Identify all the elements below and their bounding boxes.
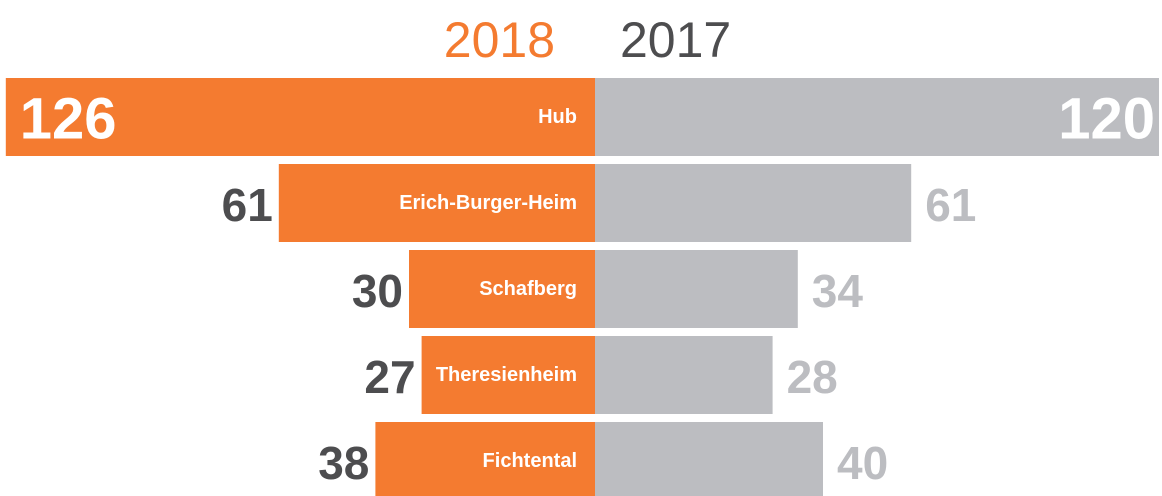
value-label-2018: 27 [364, 351, 415, 403]
bar-2018 [278, 164, 595, 242]
value-label-2017: 34 [812, 265, 864, 317]
bar-2018 [421, 336, 595, 414]
value-label-2017: 40 [837, 437, 888, 489]
value-label-2017: 28 [787, 351, 838, 403]
legend-2018: 2018 [444, 12, 555, 68]
bar-2018 [375, 422, 595, 496]
value-label-2018: 38 [318, 437, 369, 489]
category-label: Theresienheim [436, 364, 577, 386]
value-label-2018: 126 [20, 87, 117, 152]
value-label-2017: 120 [1058, 87, 1155, 152]
legend-2017: 2017 [620, 12, 731, 68]
bar-2017 [595, 336, 773, 414]
bar-2018 [5, 78, 596, 156]
category-label: Schafberg [479, 278, 577, 300]
category-label: Fichtental [483, 450, 577, 472]
value-label-2018: 61 [222, 179, 273, 231]
category-label: Erich-Burger-Heim [399, 192, 577, 214]
bar-2017 [595, 422, 823, 496]
value-label-2017: 61 [925, 179, 976, 231]
bar-2018 [409, 250, 595, 328]
bar-2017 [595, 164, 912, 242]
bar-2017 [595, 78, 1159, 156]
value-label-2018: 30 [352, 265, 403, 317]
category-label: Hub [538, 106, 577, 128]
bar-2017 [595, 250, 798, 328]
